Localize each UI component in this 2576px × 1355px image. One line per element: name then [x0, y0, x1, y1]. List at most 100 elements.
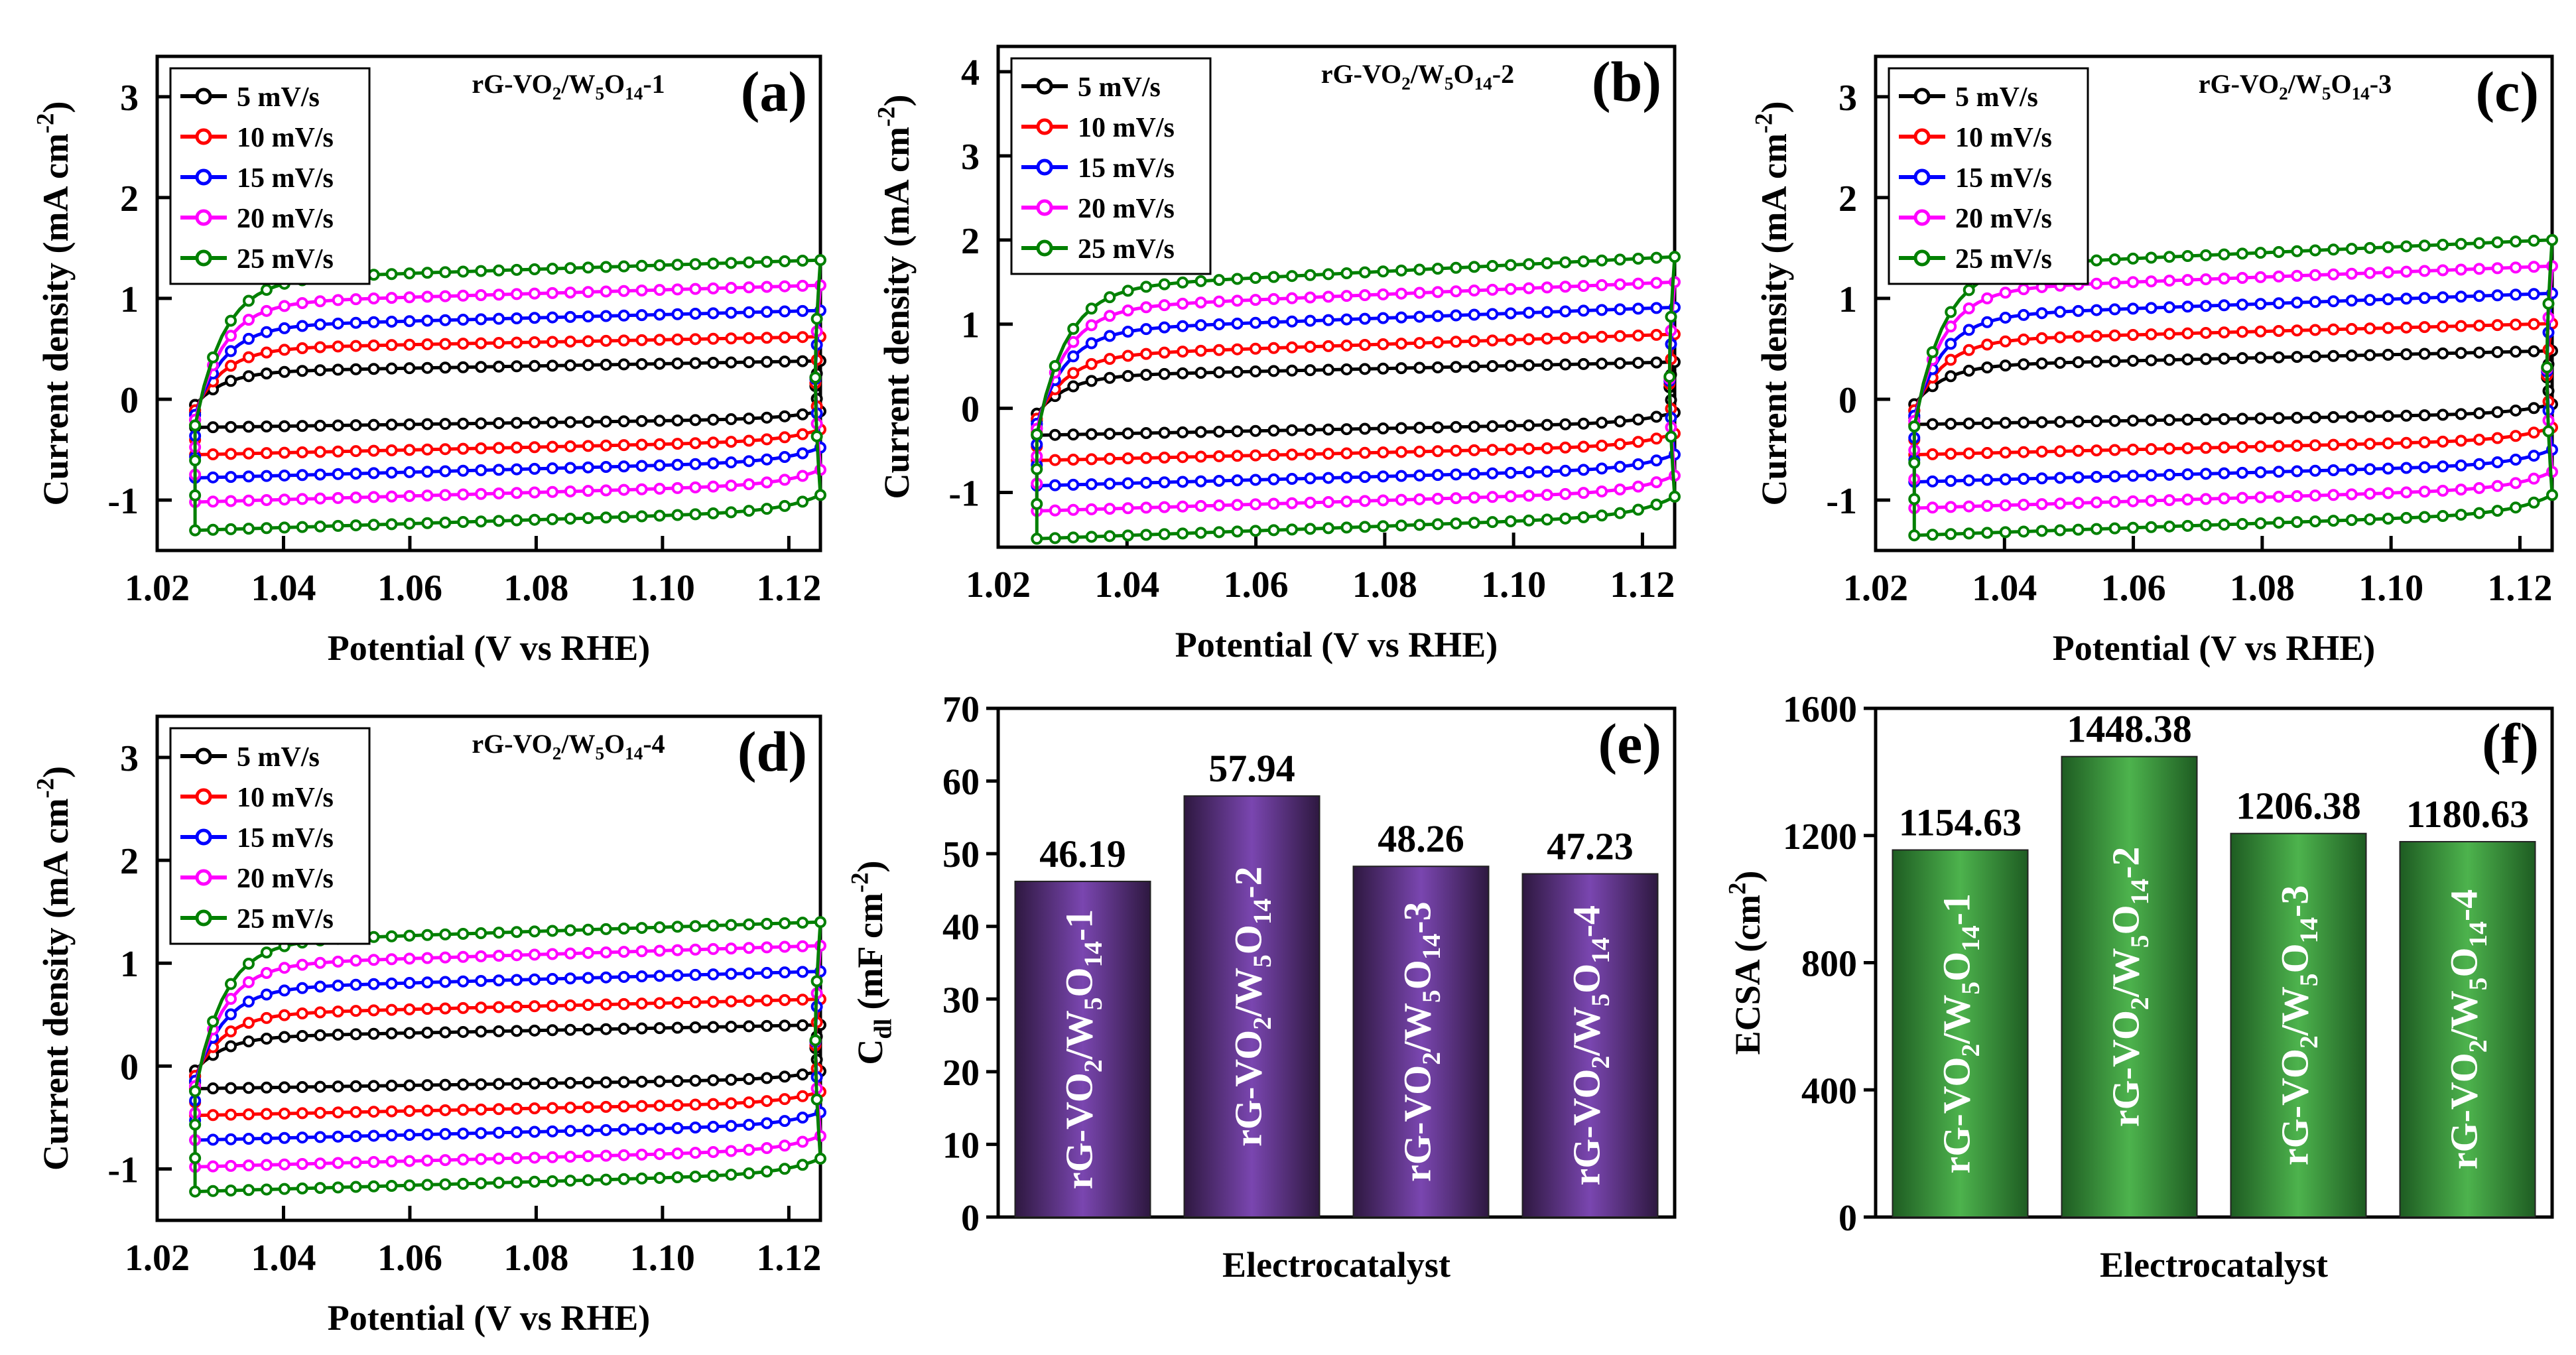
data-point: [2218, 352, 2230, 365]
data-point: [779, 305, 791, 318]
data-point: [457, 314, 470, 326]
data-point: [2291, 324, 2303, 337]
data-point: [1358, 446, 1371, 459]
data-point: [278, 365, 290, 378]
data-point: [1468, 308, 1480, 321]
data-point: [1504, 283, 1517, 295]
data-point: [1285, 424, 1298, 436]
data-point: [2127, 276, 2140, 289]
data-point: [189, 1118, 202, 1131]
data-point: [2018, 417, 2030, 429]
data-point: [600, 971, 612, 984]
data-point: [1322, 268, 1334, 281]
data-point: [278, 962, 290, 974]
series-25-mv-s: [189, 916, 826, 1198]
data-point: [2127, 354, 2140, 367]
data-point: [689, 283, 702, 295]
y-tick-label: 1: [120, 944, 139, 985]
data-point: [1999, 526, 2012, 539]
data-point: [1999, 446, 2012, 459]
data-point: [797, 1159, 809, 1171]
data-point: [332, 419, 344, 432]
data-point: [582, 440, 594, 452]
data-point: [2455, 509, 2467, 521]
data-point: [617, 511, 630, 523]
data-point: [207, 1133, 220, 1146]
data-point: [1322, 340, 1334, 352]
data-point: [493, 312, 505, 325]
data-point: [528, 925, 541, 938]
data-point: [2035, 498, 2048, 511]
data-point: [1140, 323, 1153, 336]
data-point: [1945, 320, 1957, 333]
y-tick-label: 0: [961, 1198, 980, 1239]
data-point: [2181, 300, 2194, 313]
data-point: [2382, 241, 2394, 253]
data-point: [779, 355, 791, 368]
data-point: [332, 363, 344, 376]
data-point: [1122, 326, 1134, 338]
data-point: [260, 420, 273, 432]
y-tick-label: 50: [942, 834, 980, 875]
data-point: [367, 491, 380, 503]
data-point: [1981, 417, 1994, 430]
y-tick-label: 0: [120, 1047, 139, 1088]
data-point: [1559, 487, 1572, 500]
x-tick-label: 1.10: [2358, 568, 2423, 609]
data-point: [367, 1129, 380, 1142]
data-point: [582, 416, 594, 428]
data-point: [278, 1009, 290, 1021]
data-point: [475, 313, 487, 326]
data-point: [2199, 413, 2212, 426]
data-point: [1981, 338, 1994, 351]
data-point: [779, 1163, 791, 1175]
data-point: [2382, 266, 2394, 279]
data-point: [439, 516, 452, 529]
data-point: [797, 428, 809, 440]
data-point: [350, 293, 362, 306]
data-point: [564, 310, 576, 323]
data-point: [1285, 497, 1298, 509]
data-point: [260, 470, 273, 482]
data-point: [810, 312, 823, 325]
data-point: [2291, 439, 2303, 452]
data-point: [1250, 474, 1262, 486]
y-tick-label: 400: [1801, 1070, 1857, 1112]
x-tick-label: 1.04: [251, 568, 316, 609]
data-point: [421, 1003, 434, 1015]
data-point: [2199, 273, 2212, 286]
cv-panel-3: 1.02 1.04 1.06 1.08 1.10 1.12-10123Potential …: [31, 714, 826, 1338]
data-point: [493, 264, 505, 277]
data-point: [332, 340, 344, 353]
data-point: [1304, 424, 1317, 436]
data-point: [582, 1174, 594, 1187]
data-point: [421, 314, 434, 327]
data-point: [1250, 294, 1262, 306]
data-point: [475, 487, 487, 500]
data-point: [761, 503, 773, 515]
data-point: [528, 486, 541, 499]
data-point: [2528, 450, 2540, 462]
data-point: [600, 1124, 612, 1136]
data-point: [1431, 469, 1444, 482]
data-point: [2437, 239, 2449, 251]
data-point: [242, 1184, 255, 1196]
data-point: [2236, 440, 2248, 453]
series-line: [193, 335, 822, 457]
data-point: [1413, 445, 1426, 458]
data-point: [2072, 415, 2085, 428]
data-point: [635, 1022, 648, 1035]
data-point: [1231, 273, 1244, 285]
data-point: [225, 993, 237, 1005]
data-point: [2145, 494, 2157, 507]
data-point: [1486, 420, 1499, 432]
data-point: [1067, 454, 1080, 466]
data-point: [2309, 411, 2321, 424]
data-point: [2181, 413, 2194, 426]
data-point: [1067, 380, 1080, 393]
series-5-mv-s: [189, 355, 826, 434]
data-point: [779, 994, 791, 1006]
data-point: [1158, 346, 1171, 359]
data-point: [1431, 492, 1444, 505]
